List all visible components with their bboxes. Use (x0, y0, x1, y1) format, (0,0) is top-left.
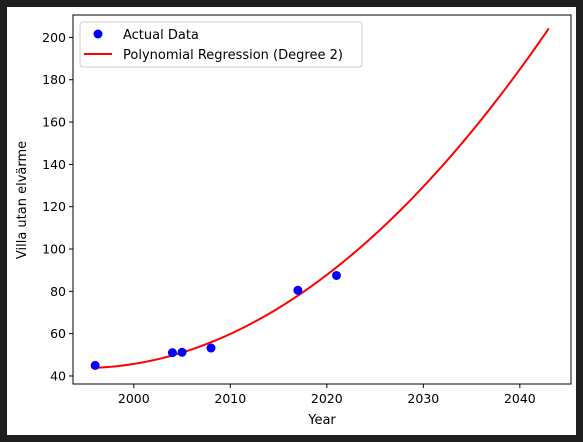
y-tick-label: 160 (42, 115, 66, 130)
data-point (293, 285, 303, 295)
plot-area (73, 15, 571, 384)
y-tick-label: 180 (42, 72, 66, 87)
x-tick-label: 2010 (214, 391, 246, 406)
data-point (90, 360, 100, 370)
data-point (177, 347, 187, 357)
y-tick-label: 100 (42, 242, 66, 257)
legend-label-actual-data: Actual Data (123, 28, 199, 43)
legend: Actual Data Polynomial Regression (Degre… (79, 21, 363, 68)
plot-frame (72, 14, 572, 385)
data-point (206, 343, 216, 353)
y-tick-label: 120 (42, 199, 66, 214)
data-point (167, 348, 177, 358)
y-tick-label: 200 (42, 30, 66, 45)
data-point (331, 270, 341, 280)
y-tick-label: 60 (50, 326, 66, 341)
x-tick-label: 2020 (311, 391, 343, 406)
ticks-layer: 2000 2010 2020 2030 2040 40 60 80 100 120 140 160 18… (42, 30, 536, 406)
legend-label-regression: Polynomial Regression (Degree 2) (123, 48, 343, 63)
x-tick-label: 2030 (407, 391, 439, 406)
x-axis-label: Year (307, 413, 336, 428)
legend-marker-actual-data (93, 29, 103, 39)
legend-box (79, 21, 363, 68)
y-tick-label: 140 (42, 157, 66, 172)
y-tick-label: 40 (50, 368, 66, 383)
y-tick-label: 80 (50, 284, 66, 299)
x-tick-label: 2000 (118, 391, 150, 406)
x-tick-label: 2040 (504, 391, 536, 406)
y-axis-label: Villa utan elvärme (15, 141, 30, 259)
points-layer (90, 270, 341, 370)
